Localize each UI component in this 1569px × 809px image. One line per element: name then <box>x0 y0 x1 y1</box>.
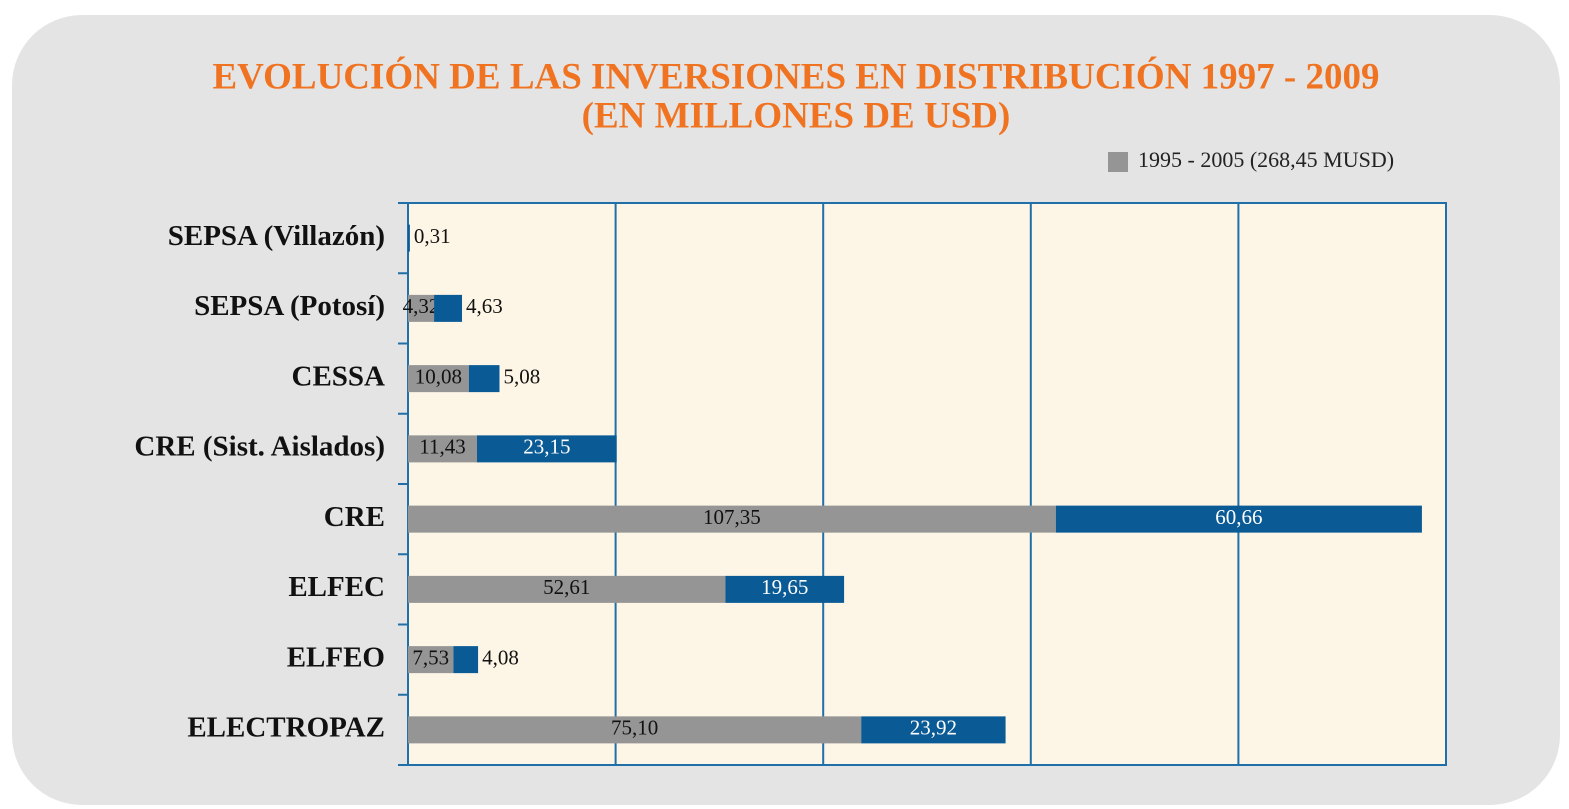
bar-segment <box>434 294 463 322</box>
value-label: 52,61 <box>543 575 590 599</box>
value-label: 4,32 <box>403 294 440 318</box>
bar-segment <box>725 575 845 603</box>
bar-segment <box>408 716 862 744</box>
legend-swatch <box>1108 152 1128 172</box>
bar-segment <box>408 365 469 393</box>
value-label: 4,63 <box>466 294 503 318</box>
value-label: 107,35 <box>703 505 761 529</box>
bar-segment <box>408 646 454 674</box>
bar-segment <box>408 575 726 603</box>
y-tick-label: ELECTROPAZ <box>187 712 385 744</box>
bar-segment <box>861 716 1006 744</box>
plot-area <box>407 202 1447 766</box>
bar-segment <box>408 224 410 252</box>
value-label: 5,08 <box>503 364 540 388</box>
value-label: 7,53 <box>412 645 449 669</box>
bar-segment <box>468 365 500 393</box>
y-tick-label: SEPSA (Villazón) <box>168 220 385 252</box>
value-label: 10,08 <box>415 364 462 388</box>
y-tick-label: ELFEO <box>287 641 385 673</box>
y-tick-label: ELFEC <box>288 571 385 603</box>
chart-subtitle: (EN MILLONES DE USD) <box>582 95 1011 136</box>
value-label: 23,15 <box>523 435 570 459</box>
bar-segment <box>1055 505 1422 533</box>
value-label: 11,43 <box>419 435 465 459</box>
value-label: 60,66 <box>1215 505 1262 529</box>
bar-segment <box>408 505 1056 533</box>
bar-segment <box>476 435 617 463</box>
value-label: 0,31 <box>414 224 451 248</box>
value-label: 75,10 <box>611 716 658 740</box>
value-label: 23,92 <box>910 716 957 740</box>
legend-label: 1995 - 2005 (268,45 MUSD) <box>1138 147 1394 172</box>
y-tick-label: CRE <box>324 501 385 533</box>
bar-segment <box>408 294 435 322</box>
bar-segment <box>408 435 477 463</box>
y-tick-label: CESSA <box>292 360 386 392</box>
value-label: 19,65 <box>761 575 808 599</box>
value-label: 4,08 <box>482 645 519 669</box>
y-tick-label: CRE (Sist. Aislados) <box>134 431 385 463</box>
chart-title: EVOLUCIÓN DE LAS INVERSIONES EN DISTRIBU… <box>212 55 1379 97</box>
y-tick-label: SEPSA (Potosí) <box>194 290 385 322</box>
bar-segment <box>453 646 479 674</box>
